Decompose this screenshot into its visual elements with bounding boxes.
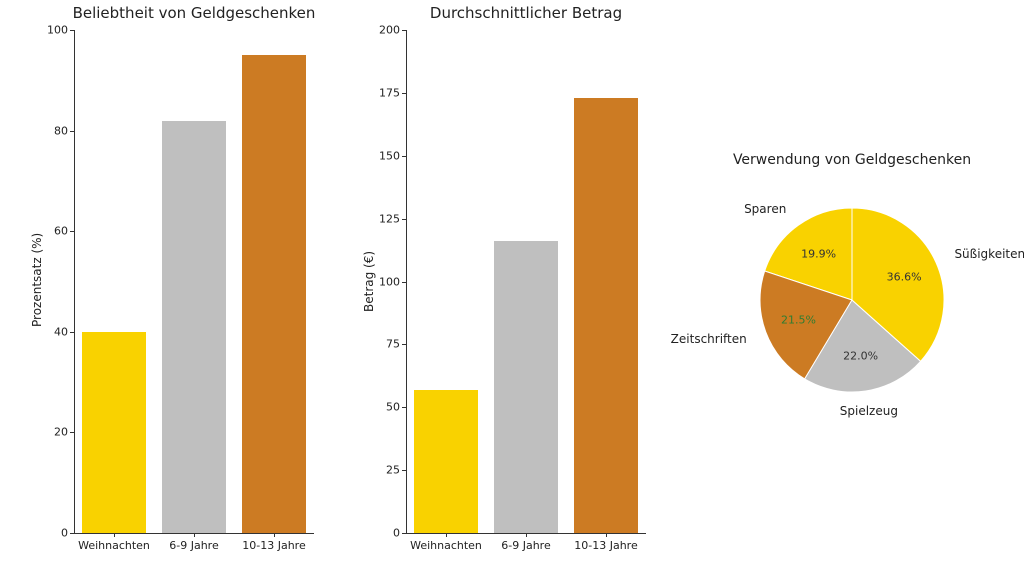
y-tick-label: 100 — [46, 24, 68, 37]
pie-pct-label: 22.0% — [843, 350, 878, 363]
y-tick-mark — [402, 407, 406, 408]
x-tick-mark — [446, 533, 447, 537]
y-tick-mark — [402, 344, 406, 345]
y-axis-spine — [406, 30, 407, 533]
y-tick-mark — [402, 282, 406, 283]
y-tick-mark — [402, 219, 406, 220]
x-tick-label: 10-13 Jahre — [242, 539, 305, 552]
y-tick-mark — [70, 432, 74, 433]
x-tick-label: Weihnachten — [78, 539, 150, 552]
pie-pct-label: 21.5% — [781, 313, 816, 326]
y-tick-label: 200 — [378, 24, 400, 37]
pie-slice-label: Zeitschriften — [671, 332, 747, 346]
x-tick-mark — [114, 533, 115, 537]
y-axis-label: Prozentsatz (%) — [30, 232, 44, 326]
pie-pct-label: 19.9% — [801, 247, 836, 260]
chart-usage-pie: Verwendung von Geldgeschenken19.9%Sparen… — [680, 0, 1024, 576]
y-tick-mark — [70, 533, 74, 534]
bar — [494, 241, 558, 533]
plot-area — [74, 30, 314, 533]
bar — [162, 121, 226, 533]
y-tick-mark — [402, 470, 406, 471]
bar — [82, 332, 146, 533]
x-tick-mark — [194, 533, 195, 537]
pie-slice-label: Spielzeug — [840, 404, 898, 418]
y-tick-label: 40 — [46, 325, 68, 338]
y-tick-mark — [402, 30, 406, 31]
y-tick-label: 150 — [378, 149, 400, 162]
pie-slice-label: Sparen — [744, 202, 786, 216]
y-tick-mark — [70, 231, 74, 232]
y-tick-label: 80 — [46, 124, 68, 137]
y-tick-mark — [402, 156, 406, 157]
y-tick-label: 100 — [378, 275, 400, 288]
pie-pct-label: 36.6% — [887, 270, 922, 283]
y-tick-mark — [70, 131, 74, 132]
x-tick-label: 6-9 Jahre — [501, 539, 550, 552]
y-tick-mark — [402, 93, 406, 94]
y-tick-label: 0 — [378, 527, 400, 540]
x-tick-mark — [606, 533, 607, 537]
y-tick-label: 25 — [378, 464, 400, 477]
x-tick-mark — [274, 533, 275, 537]
chart-title: Beliebtheit von Geldgeschenken — [73, 4, 316, 22]
x-tick-label: Weihnachten — [410, 539, 482, 552]
y-axis-label: Betrag (€) — [362, 250, 376, 311]
y-tick-label: 75 — [378, 338, 400, 351]
bar — [414, 390, 478, 533]
chart-amount: Durchschnittlicher Betrag Betrag (€) 0 25 50… — [340, 0, 680, 576]
y-tick-mark — [70, 30, 74, 31]
plot-area — [406, 30, 646, 533]
x-tick-mark — [526, 533, 527, 537]
chart-title: Durchschnittlicher Betrag — [430, 4, 622, 22]
y-tick-label: 20 — [46, 426, 68, 439]
chart-popularity: Beliebtheit von Geldgeschenken Prozentsat… — [0, 0, 340, 576]
x-tick-label: 6-9 Jahre — [169, 539, 218, 552]
y-axis-spine — [74, 30, 75, 533]
bar — [242, 55, 306, 533]
x-tick-label: 10-13 Jahre — [574, 539, 637, 552]
pie-slice-label: Süßigkeiten — [954, 247, 1024, 261]
y-tick-label: 125 — [378, 212, 400, 225]
y-tick-label: 175 — [378, 86, 400, 99]
y-tick-label: 50 — [378, 401, 400, 414]
y-tick-label: 60 — [46, 225, 68, 238]
y-tick-mark — [402, 533, 406, 534]
bar — [574, 98, 638, 533]
y-tick-mark — [70, 332, 74, 333]
figure: Beliebtheit von Geldgeschenken Prozentsat… — [0, 0, 1024, 576]
y-tick-label: 0 — [46, 527, 68, 540]
pie-svg — [680, 0, 1024, 576]
